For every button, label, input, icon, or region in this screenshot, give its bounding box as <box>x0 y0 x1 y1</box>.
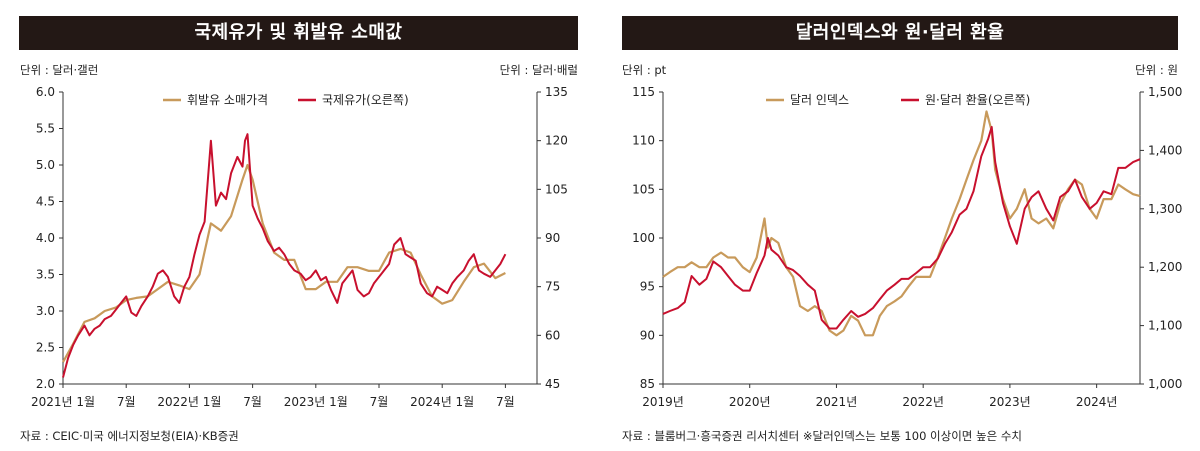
legend-label: 원·달러 환율(오른쪽) <box>925 93 1030 107</box>
left-unit-left: 단위 : 달러·갤런 <box>20 63 99 77</box>
left-source: 자료 : CEIC·미국 에너지정보청(EIA)·KB증권 <box>20 429 239 443</box>
y-left-tick-label: 100 <box>632 231 655 245</box>
left-chart-title: 국제유가 및 휘발유 소매값 <box>19 16 578 50</box>
series-line-gold <box>662 110 1141 337</box>
left-chart-svg: 2.0 2.5 3.0 3.5 4.0 4.5 5.0 5.5 6.0 45 60 75 90 105 12… <box>31 85 568 409</box>
legend-label: 달러 인덱스 <box>790 93 849 107</box>
y-right-tick-label: 75 <box>545 280 560 294</box>
y-left-tick-label: 115 <box>632 85 655 99</box>
x-tick-label: 2020년 <box>729 395 771 409</box>
left-unit-right: 단위 : 달러·배럴 <box>499 63 578 77</box>
y-right-tick-label: 120 <box>545 134 568 148</box>
x-tick-label: 2022년 <box>902 395 944 409</box>
y-left-tick-label: 3.0 <box>36 304 55 318</box>
y-right-tick-label: 1,100 <box>1148 319 1182 333</box>
y-right-tick-label: 1,500 <box>1148 85 1182 99</box>
right-chart-title: 달러인덱스와 원·달러 환율 <box>622 16 1178 50</box>
y-left-tick-label: 2.0 <box>36 377 55 391</box>
x-tick-label: 2024년 1월 <box>410 395 474 409</box>
y-left-tick-label: 5.0 <box>36 158 55 172</box>
legend-label: 국제유가(오른쪽) <box>322 93 409 107</box>
y-right-tick-label: 45 <box>545 377 560 391</box>
y-left-tick-label: 6.0 <box>36 85 55 99</box>
y-left-tick-label: 85 <box>640 377 655 391</box>
y-right-tick-label: 1,000 <box>1148 377 1182 391</box>
right-unit-right: 단위 : 원 <box>1135 63 1178 77</box>
right-source: 자료 : 블룸버그·흥국증권 리서치센터 ※달러인덱스는 보통 100 이상이면… <box>622 429 1022 443</box>
x-tick-label: 2022년 1월 <box>157 395 221 409</box>
series-line-gold <box>62 163 506 363</box>
x-tick-label: 2021년 1월 <box>31 395 95 409</box>
x-tick-label: 2021년 <box>816 395 858 409</box>
series-line-red <box>662 126 1141 330</box>
x-tick-label: 2024년 <box>1076 395 1118 409</box>
y-left-tick-label: 2.5 <box>36 341 55 355</box>
legend-label: 휘발유 소매가격 <box>187 93 268 107</box>
right-unit-left: 단위 : pt <box>622 63 667 77</box>
y-right-tick-label: 60 <box>545 328 560 342</box>
x-tick-label: 2023년 <box>989 395 1031 409</box>
y-left-tick-label: 5.5 <box>36 122 55 136</box>
y-right-tick-label: 1,400 <box>1148 143 1182 157</box>
y-left-tick-label: 105 <box>632 182 655 196</box>
x-tick-label: 7월 <box>243 395 262 409</box>
x-tick-label: 7월 <box>117 395 136 409</box>
y-left-tick-label: 4.0 <box>36 231 55 245</box>
right-chart-panel: 달러인덱스와 원·달러 환율 단위 : pt 단위 : 원 85 90 95 100 1… <box>600 0 1200 451</box>
left-chart-panel: 국제유가 및 휘발유 소매값 단위 : 달러·갤런 단위 : 달러·배럴 2.0… <box>19 16 578 443</box>
x-tick-label: 2023년 1월 <box>284 395 348 409</box>
x-tick-label: 2019년 <box>642 395 684 409</box>
y-right-tick-label: 1,300 <box>1148 202 1182 216</box>
y-left-tick-label: 3.5 <box>36 268 55 282</box>
y-left-tick-label: 95 <box>640 280 655 294</box>
y-left-tick-label: 90 <box>640 328 655 342</box>
y-left-tick-label: 4.5 <box>36 195 55 209</box>
x-tick-label: 7월 <box>370 395 389 409</box>
y-right-tick-label: 135 <box>545 85 568 99</box>
y-left-tick-label: 110 <box>632 134 655 148</box>
series-line-red <box>62 133 507 378</box>
y-right-tick-label: 1,200 <box>1148 260 1182 274</box>
right-chart-svg: 85 90 95 100 105 110 115 1,000 1,100 1,200 1,300 1,… <box>632 85 1182 409</box>
y-right-tick-label: 105 <box>545 182 568 196</box>
x-tick-label: 7월 <box>496 395 515 409</box>
y-right-tick-label: 90 <box>545 231 560 245</box>
